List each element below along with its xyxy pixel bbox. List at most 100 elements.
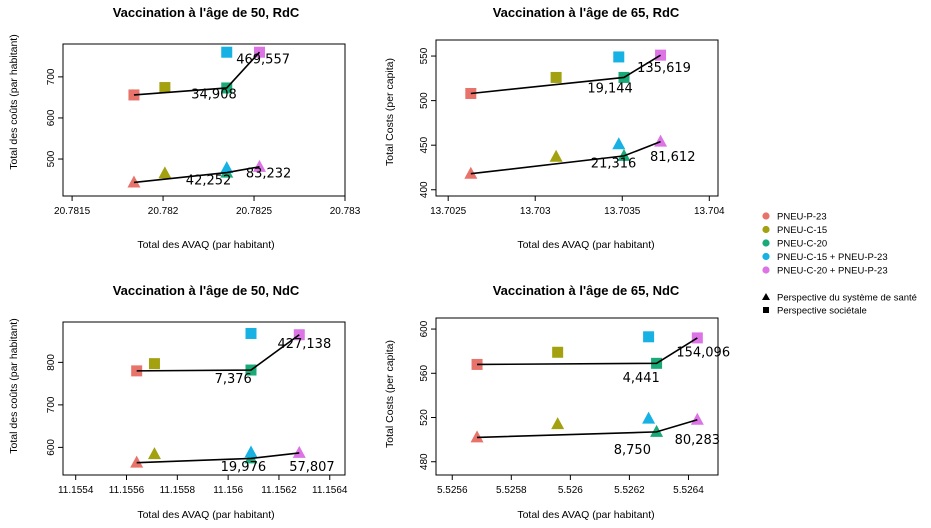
y-tick-label: 500 [419,92,430,109]
legend-color-dot [762,239,770,247]
x-tick-label: 5.526 [558,485,583,496]
legend-series-label: PNEU-P-23 [777,212,827,223]
data-point-triangle [127,175,141,188]
plot-frame [62,321,346,476]
legend-shape-label: Perspective sociétale [777,306,867,317]
data-point-triangle [612,137,626,150]
plot-frame [62,43,346,197]
icer-label: 7,376 [215,372,252,387]
y-axis-label: Total des coûts (par habitant) [8,318,20,453]
y-tick-label: 600 [46,109,57,126]
data-point-square [550,71,562,83]
icer-label: 83,232 [246,167,292,182]
chart-title: Vaccination à l'âge de 65, NdC [493,283,680,298]
x-tick-label: 5.5262 [614,485,645,496]
legend-shape-label: Perspective du système de santé [777,293,917,304]
efficiency-frontier-line [133,51,261,96]
icer-label: 427,138 [277,337,331,352]
x-tick-label: 5.5256 [437,485,468,496]
x-tick-label: 13.703 [520,206,551,217]
y-tick-label: 550 [419,47,430,64]
data-point-triangle [642,411,656,424]
data-point-triangle [147,447,161,460]
x-tick-label: 20.7815 [54,206,91,217]
data-point-triangle [252,159,266,172]
icer-label: 4,441 [623,371,660,386]
data-point-triangle [549,149,563,162]
efficiency-frontier-line [470,140,661,175]
x-tick-label: 11.156 [213,485,243,496]
legend-color-dot [762,252,770,261]
data-point-triangle [130,455,144,468]
chart-title: Vaccination à l'âge de 65, RdC [493,5,680,20]
data-point-square [221,46,233,58]
legend-color-dot [762,225,770,234]
data-point-square [148,358,160,370]
x-tick-label: 11.1564 [312,485,348,496]
data-point-square [245,327,257,339]
x-tick-label: 5.5264 [673,485,704,496]
efficiency-frontier-line [477,418,698,439]
chart-panel-50-rdc: Vaccination à l'âge de 50, RdC Total des… [8,5,361,251]
x-axis-label: Total des AVAQ (par habitant) [137,509,274,521]
data-point-triangle [654,134,668,147]
x-tick-label: 11.1558 [160,485,196,496]
y-axis-label: Total des coûts (par habitant) [8,34,20,169]
data-point-square [552,346,564,358]
y-tick-label: 800 [46,354,57,371]
plot-frame [435,39,719,197]
data-point-square [613,51,625,63]
data-point-triangle [292,445,306,458]
data-point-triangle [650,424,664,437]
icer-label: 42,252 [186,173,232,188]
efficiency-frontier-line [136,334,300,372]
chart-title: Vaccination à l'âge de 50, NdC [113,283,300,298]
legend: PNEU-P-23 PNEU-C-15 PNEU-C-20 PNEU-C-15 + P… [762,212,917,317]
icer-label: 19,976 [221,460,267,475]
y-tick-label: 560 [419,365,430,382]
legend-series-label: PNEU-C-20 [777,239,827,250]
data-point-triangle [220,161,234,174]
data-point-triangle [158,166,172,179]
x-tick-label: 5.5258 [496,485,527,496]
legend-color-dot [762,266,770,274]
legend-triangle-icon [762,293,770,300]
y-axis-label: Total Costs (per capita) [384,340,396,448]
icer-label: 81,612 [650,150,696,165]
efficiency-frontier-line [477,337,698,366]
x-tick-label: 13.704 [694,206,725,217]
x-tick-label: 20.7825 [236,206,273,217]
x-tick-label: 11.1554 [58,485,94,496]
efficiency-frontier-line [470,54,661,95]
x-axis-label: Total des AVAQ (par habitant) [517,239,654,251]
icer-label: 34,908 [191,88,237,103]
legend-series-label: PNEU-C-15 [777,225,827,236]
y-tick-label: 700 [46,68,57,85]
data-point-triangle [690,412,704,425]
legend-series-label: PNEU-C-15 + PNEU-P-23 [777,252,888,263]
chart-panel-65-ndc: Vaccination à l'âge de 65, NdC Total des… [384,283,730,521]
data-point-triangle [244,445,258,458]
icer-label: 469,557 [236,53,290,68]
icer-label: 80,283 [675,433,721,448]
icer-label: 135,619 [637,61,691,76]
x-tick-label: 13.7035 [604,206,641,217]
x-tick-label: 11.1556 [109,485,145,496]
y-tick-label: 600 [46,439,57,456]
y-tick-label: 480 [419,453,430,470]
y-tick-label: 520 [419,409,430,426]
x-axis-label: Total des AVAQ (par habitant) [137,239,274,251]
legend-series-label: PNEU-C-20 + PNEU-P-23 [777,266,888,277]
icer-label: 21,316 [591,156,637,171]
icer-label: 19,144 [587,82,633,97]
data-point-square [643,331,655,343]
y-tick-label: 400 [419,181,430,198]
x-axis-label: Total des AVAQ (par habitant) [517,509,654,521]
x-tick-label: 20.782 [148,206,179,217]
efficiency-frontier-line [136,452,300,464]
chart-panel-50-ndc: Vaccination à l'âge de 50, NdC Total des… [8,283,348,521]
chart-panel-65-rdc: Vaccination à l'âge de 65, RdC Total des… [384,5,725,251]
y-tick-label: 450 [419,136,430,153]
legend-color-dot [762,212,770,220]
x-tick-label: 11.1562 [261,485,297,496]
